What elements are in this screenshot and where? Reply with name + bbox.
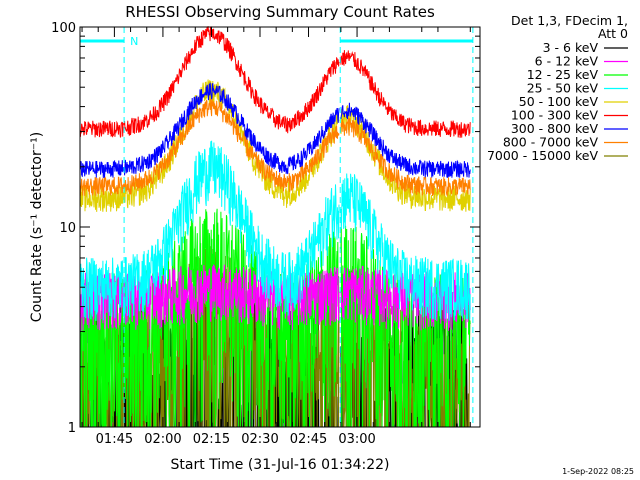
legend-label-0: 3 - 6 keV bbox=[543, 40, 599, 55]
y-tick-label-0: 1 bbox=[68, 421, 76, 436]
legend-label-7: 800 - 7000 keV bbox=[503, 135, 599, 150]
series-layer bbox=[79, 26, 471, 428]
axis-layer: 1 10 100 01:45 02:00 02:15 02:30 02:45 03:00 bbox=[51, 21, 480, 447]
legend-label-5: 100 - 300 keV bbox=[511, 108, 599, 123]
x-tick-label-0: 01:45 bbox=[96, 432, 133, 447]
legend-header-line-1: Det 1,3, FDecim 1, bbox=[511, 13, 628, 28]
series-line-7 bbox=[79, 98, 471, 197]
x-tick-label-1: 02:00 bbox=[144, 432, 181, 447]
annotation-layer: N bbox=[80, 27, 474, 427]
footer-timestamp: 1-Sep-2022 08:25 bbox=[562, 467, 634, 476]
series-line-6 bbox=[79, 82, 471, 178]
legend-label-6: 300 - 800 keV bbox=[511, 121, 599, 136]
legend-label-4: 50 - 100 keV bbox=[519, 94, 599, 109]
legend-header-line-2: Att 0 bbox=[598, 26, 628, 41]
y-axis-label: Count Rate (s⁻¹ detector⁻¹) bbox=[29, 132, 45, 322]
y-tick-label-1: 10 bbox=[59, 221, 76, 236]
x-axis-label: Start Time (31-Jul-16 01:34:22) bbox=[170, 457, 389, 473]
x-tick-label-3: 02:30 bbox=[241, 432, 278, 447]
legend-label-1: 6 - 12 keV bbox=[535, 54, 599, 69]
interval-label-n: N bbox=[130, 35, 138, 48]
legend-label-2: 12 - 25 keV bbox=[527, 67, 599, 82]
y-tick-label-2: 100 bbox=[51, 21, 76, 36]
chart-title: RHESSI Observing Summary Count Rates bbox=[125, 3, 435, 21]
x-tick-label-2: 02:15 bbox=[193, 432, 230, 447]
legend-label-8: 7000 - 15000 keV bbox=[487, 148, 598, 163]
series-line-3 bbox=[79, 140, 471, 321]
x-tick-label-5: 03:00 bbox=[338, 432, 375, 447]
x-tick-label-4: 02:45 bbox=[290, 432, 327, 447]
legend-label-3: 25 - 50 keV bbox=[527, 81, 599, 96]
series-line-5 bbox=[79, 26, 471, 139]
